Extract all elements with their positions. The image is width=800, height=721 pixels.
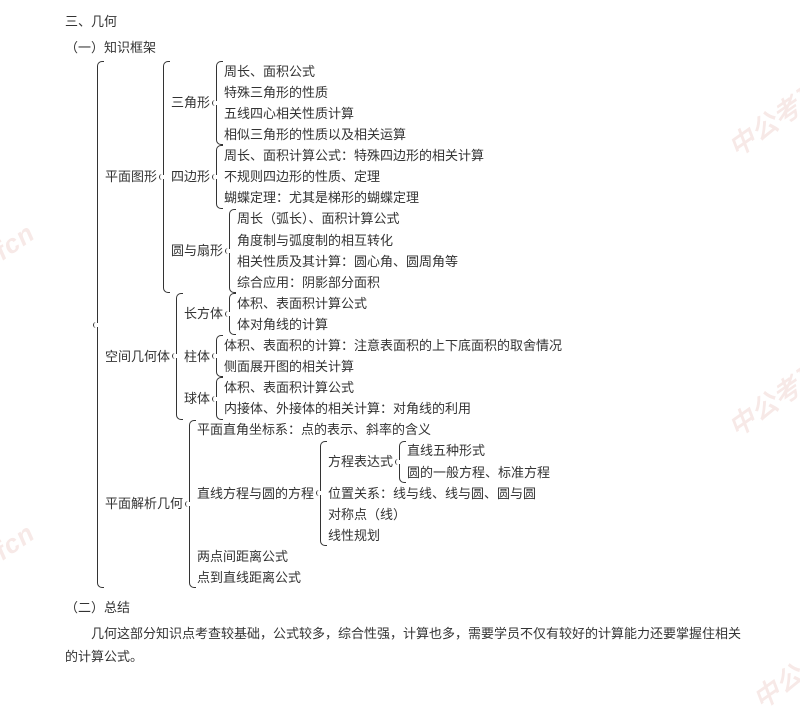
document-content: 三、几何 （一）知识框架 平面图形三角形周长、面积公式特殊三角形的性质五线四心相… xyxy=(65,12,760,669)
tree-node-label: 球体 xyxy=(182,377,212,419)
tree-leaf: 线性规划 xyxy=(326,525,550,546)
brace-icon xyxy=(93,61,103,588)
brace-icon xyxy=(212,61,222,145)
brace-icon xyxy=(225,293,235,335)
brace-icon xyxy=(212,335,222,377)
tree-leaf: 两点间距离公式 xyxy=(195,546,550,567)
tree-leaf: 位置关系：线与线、线与圆、圆与圆 xyxy=(326,483,550,504)
tree-branch: 三角形周长、面积公式特殊三角形的性质五线四心相关性质计算相似三角形的性质以及相关… xyxy=(169,61,484,145)
tree-node-label: 平面图形 xyxy=(103,61,159,293)
section-title: 三、几何 xyxy=(65,12,760,32)
tree-node-label: 圆与扇形 xyxy=(169,209,225,293)
tree-leaf: 对称点（线） xyxy=(326,504,550,525)
tree-leaf: 直线五种形式 xyxy=(405,441,550,462)
tree-leaf: 平面直角坐标系：点的表示、斜率的含义 xyxy=(195,420,550,441)
tree-leaf: 角度制与弧度制的相互转化 xyxy=(235,230,458,251)
tree-branch: 长方体体积、表面积计算公式体对角线的计算 xyxy=(182,293,562,335)
tree-branch: 方程表达式直线五种形式圆的一般方程、标准方程 xyxy=(326,441,550,483)
tree-node-label: 空间几何体 xyxy=(103,293,172,420)
tree-leaf: 内接体、外接体的相关计算：对角线的利用 xyxy=(222,399,471,420)
tree-leaf: 周长、面积计算公式：特殊四边形的相关计算 xyxy=(222,145,484,166)
tree-leaf: 体积、表面积计算公式 xyxy=(235,293,367,314)
tree-node-label: 四边形 xyxy=(169,145,212,208)
tree-leaf: 圆的一般方程、标准方程 xyxy=(405,462,550,483)
summary-text: 几何这部分知识点考查较基础，公式较多，综合性强，计算也多，需要学员不仅有较好的计… xyxy=(65,622,760,669)
subsection-1: （一）知识框架 xyxy=(65,38,760,58)
tree-node-label: 平面解析几何 xyxy=(103,420,185,589)
watermark-left-2: offcn xyxy=(0,514,43,585)
brace-icon xyxy=(316,441,326,546)
tree-leaf: 点到直线距离公式 xyxy=(195,567,550,588)
tree-leaf: 周长（弧长）、面积计算公式 xyxy=(235,209,458,230)
tree-branch: 四边形周长、面积计算公式：特殊四边形的相关计算不规则四边形的性质、定理蝴蝶定理：… xyxy=(169,145,484,208)
tree-leaf: 体积、表面积的计算：注意表面积的上下底面积的取舍情况 xyxy=(222,335,562,356)
tree-leaf: 周长、面积公式 xyxy=(222,61,406,82)
brace-icon xyxy=(212,377,222,419)
tree-leaf: 不规则四边形的性质、定理 xyxy=(222,166,484,187)
tree-leaf: 相关性质及其计算：圆心角、圆周角等 xyxy=(235,251,458,272)
brace-icon xyxy=(172,293,182,420)
brace-icon xyxy=(225,209,235,293)
tree-leaf: 体对角线的计算 xyxy=(235,314,367,335)
tree-leaf: 特殊三角形的性质 xyxy=(222,82,406,103)
tree-branch: 球体体积、表面积计算公式内接体、外接体的相关计算：对角线的利用 xyxy=(182,377,562,419)
tree-leaf: 侧面展开图的相关计算 xyxy=(222,356,562,377)
tree-node-label: 三角形 xyxy=(169,61,212,145)
tree-branch: 直线方程与圆的方程方程表达式直线五种形式圆的一般方程、标准方程位置关系：线与线、… xyxy=(195,441,550,546)
tree-leaf: 体积、表面积计算公式 xyxy=(222,377,471,398)
tree-leaf: 五线四心相关性质计算 xyxy=(222,103,406,124)
tree-branch: 柱体体积、表面积的计算：注意表面积的上下底面积的取舍情况侧面展开图的相关计算 xyxy=(182,335,562,377)
watermark-left-1: offcn xyxy=(0,214,43,285)
tree-branch: 空间几何体长方体体积、表面积计算公式体对角线的计算柱体体积、表面积的计算：注意表… xyxy=(103,293,562,420)
subsection-2: （二）总结 xyxy=(65,598,760,618)
tree-node-label: 直线方程与圆的方程 xyxy=(195,441,316,546)
tree-branch: 平面图形三角形周长、面积公式特殊三角形的性质五线四心相关性质计算相似三角形的性质… xyxy=(103,61,562,293)
tree-node-label: 方程表达式 xyxy=(326,441,395,483)
brace-icon xyxy=(185,420,195,589)
brace-icon xyxy=(212,145,222,208)
tree-leaf: 蝴蝶定理：尤其是梯形的蝴蝶定理 xyxy=(222,188,484,209)
tree-node-label: 长方体 xyxy=(182,293,225,335)
knowledge-tree: 平面图形三角形周长、面积公式特殊三角形的性质五线四心相关性质计算相似三角形的性质… xyxy=(93,61,760,588)
tree-branch: 圆与扇形周长（弧长）、面积计算公式角度制与弧度制的相互转化相关性质及其计算：圆心… xyxy=(169,209,484,293)
tree-leaf: 综合应用：阴影部分面积 xyxy=(235,272,458,293)
brace-icon xyxy=(395,441,405,483)
tree-leaf: 相似三角形的性质以及相关运算 xyxy=(222,124,406,145)
brace-icon xyxy=(159,61,169,293)
tree-branch: 平面解析几何平面直角坐标系：点的表示、斜率的含义直线方程与圆的方程方程表达式直线… xyxy=(103,420,562,589)
tree-node-label: 柱体 xyxy=(182,335,212,377)
